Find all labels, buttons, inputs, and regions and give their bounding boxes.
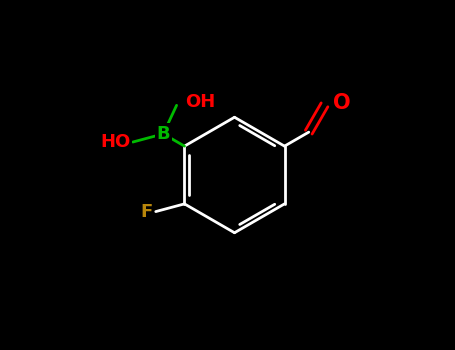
Text: B: B: [157, 125, 170, 143]
Text: F: F: [140, 203, 152, 220]
Text: OH: OH: [185, 93, 216, 111]
Text: HO: HO: [101, 133, 131, 151]
Text: O: O: [333, 93, 351, 113]
